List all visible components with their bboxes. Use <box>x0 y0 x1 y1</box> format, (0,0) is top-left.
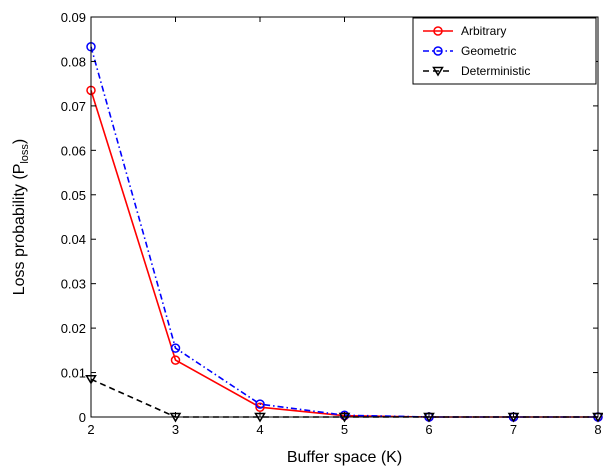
axis-ticks: 2 3 4 5 6 7 8 0 0.01 0.02 0.03 0.04 0.05 0.06 0.07 0.08… <box>61 10 602 437</box>
legend: Arbitrary Geometric Deterministic <box>412 17 597 85</box>
y-tick-label: 0 <box>79 410 86 425</box>
y-axis-label-main: Loss probability (P <box>11 164 28 296</box>
legend-box <box>412 17 597 85</box>
legend-label-deterministic: Deterministic <box>461 64 530 78</box>
data-point-geometric <box>255 399 265 409</box>
y-tick-label: 0.08 <box>61 54 86 69</box>
x-tick-label: 3 <box>172 422 179 437</box>
series-line-geometric <box>90 46 598 418</box>
y-tick-label: 0.07 <box>61 99 86 114</box>
legend-marker-geometric <box>433 46 443 56</box>
y-axis-label-subscript: loss <box>19 144 31 164</box>
data-point-arbitrary <box>255 402 265 412</box>
y-tick-label: 0.06 <box>61 143 86 158</box>
x-tick-label: 5 <box>341 422 348 437</box>
x-tick-label: 4 <box>256 422 263 437</box>
y-tick-label: 0.03 <box>61 277 86 292</box>
y-tick-label: 0.09 <box>61 10 86 25</box>
x-axis-label: Buffer space (K) <box>287 449 402 466</box>
y-tick-label: 0.04 <box>61 232 86 247</box>
y-tick-label: 0.05 <box>61 188 86 203</box>
data-point-geometric <box>170 343 181 353</box>
legend-label-arbitrary: Arbitrary <box>461 24 506 38</box>
y-axis-label-end: ) <box>11 139 28 144</box>
legend-marker-arbitrary <box>433 26 443 36</box>
x-tick-label: 8 <box>594 422 601 437</box>
x-tick-label: 6 <box>425 422 432 437</box>
data-point-arbitrary <box>170 355 181 365</box>
y-tick-label: 0.02 <box>61 321 86 336</box>
x-tick-label: 7 <box>510 422 517 437</box>
y-tick-label: 0.01 <box>61 366 86 381</box>
series-line-arbitrary <box>90 90 598 418</box>
x-tick-label: 2 <box>87 422 94 437</box>
series-layer <box>85 42 603 423</box>
legend-marker-deterministic <box>432 66 444 77</box>
y-axis-label: Loss probability (Ploss) <box>11 139 31 296</box>
legend-label-geometric: Geometric <box>461 44 516 58</box>
